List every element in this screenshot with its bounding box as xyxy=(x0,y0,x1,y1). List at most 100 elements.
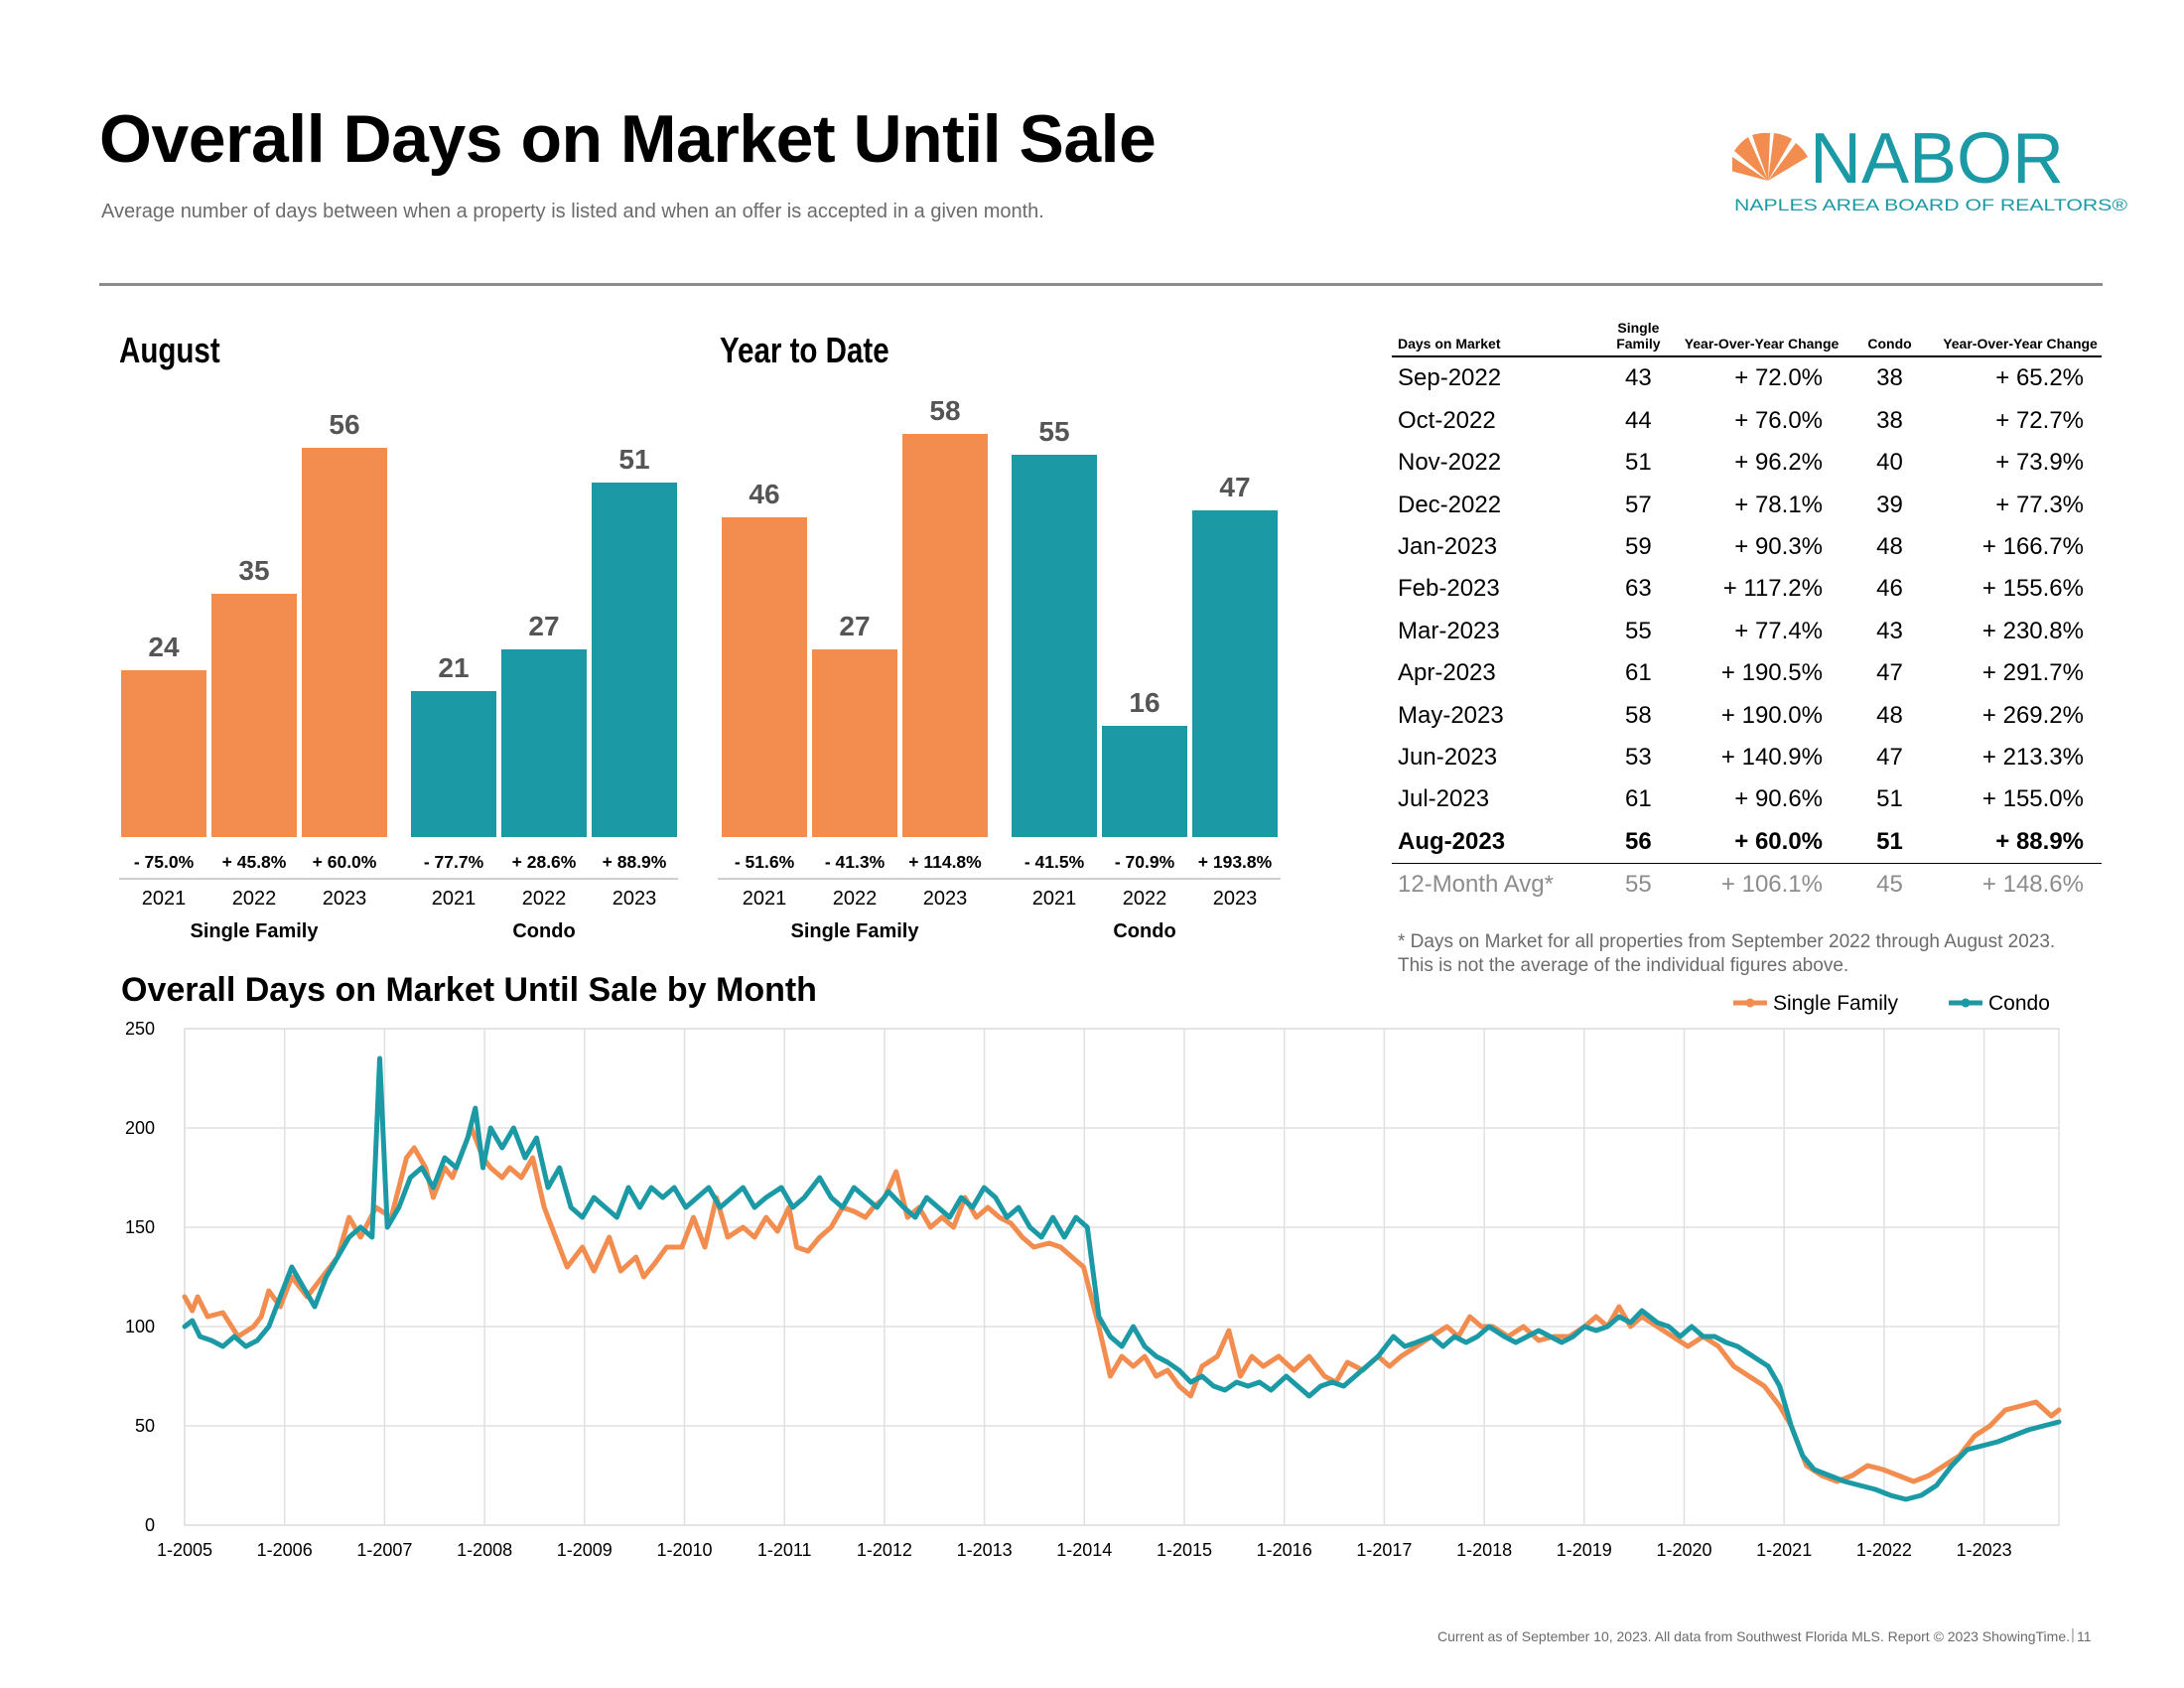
cell-sf-change: + 106.1% xyxy=(1720,871,1823,899)
table-footnote: * Days on Market for all properties from… xyxy=(1398,931,2056,977)
cell-condo-change: + 155.6% xyxy=(1981,575,2084,603)
bar-change-label: - 77.7% xyxy=(424,852,484,872)
bar-year-label: 2021 xyxy=(432,888,477,910)
x-tick-label: 1-2006 xyxy=(257,1540,313,1560)
line-chart-svg: 0 50 100 150 200 250 1-2005 1-2006 1-2007 1-2008 1… xyxy=(125,992,2062,1560)
cell-month: Mar-2023 xyxy=(1398,617,1500,644)
cell-sf: 61 xyxy=(1625,659,1652,687)
cell-sf: 55 xyxy=(1625,617,1652,644)
cell-month: Apr-2023 xyxy=(1398,659,1496,687)
bar-year-label: 2023 xyxy=(323,888,367,910)
bar-year-label: 2021 xyxy=(1032,888,1077,910)
bar-change-label: - 70.9% xyxy=(1115,852,1175,872)
x-tick-label: 1-2023 xyxy=(1957,1540,2012,1560)
bar-group-label: Condo xyxy=(512,920,575,942)
x-tick-label: 1-2014 xyxy=(1056,1540,1112,1560)
table-row: Sep-2022 43 + 72.0% 38 + 65.2% xyxy=(1392,356,2102,399)
x-tick-label: 1-2011 xyxy=(757,1540,812,1560)
series-line xyxy=(182,1055,2062,1502)
bar xyxy=(1012,455,1097,837)
legend-label: Single Family xyxy=(1773,992,1899,1015)
bar-change-label: - 41.3% xyxy=(825,852,886,872)
header-condo-change: Year-Over-Year Change xyxy=(1943,336,2098,352)
cell-sf: 55 xyxy=(1625,871,1652,899)
cell-condo-change: + 148.6% xyxy=(1981,871,2084,899)
cell-month: 12-Month Avg* xyxy=(1398,871,1554,899)
cell-month: Jun-2023 xyxy=(1398,743,1498,771)
bar-value-label: 55 xyxy=(1038,416,1069,447)
bar xyxy=(211,594,297,837)
cell-sf: 57 xyxy=(1625,491,1652,518)
shell-icon: NABOR NAPLES AREA BOARD OF REALTORS® xyxy=(1729,119,2128,214)
cell-condo-change: + 230.8% xyxy=(1981,617,2084,644)
x-tick-label: 1-2008 xyxy=(457,1540,512,1560)
cell-sf-change: + 190.0% xyxy=(1720,701,1823,729)
bar-change-label: + 193.8% xyxy=(1198,852,1273,872)
cell-condo: 51 xyxy=(1876,785,1903,813)
header-single-family: Single Family xyxy=(1616,320,1661,352)
x-tick-label: 1-2016 xyxy=(1257,1540,1312,1560)
cell-condo: 48 xyxy=(1876,532,1903,560)
bar xyxy=(902,434,988,837)
bar-group-label: Condo xyxy=(1113,920,1175,942)
bar xyxy=(592,483,677,837)
bar-value-label: 27 xyxy=(839,611,870,641)
cell-condo: 38 xyxy=(1876,406,1903,434)
nabor-logo: NABOR NAPLES AREA BOARD OF REALTORS® xyxy=(1729,109,2129,218)
cell-sf: 44 xyxy=(1625,406,1652,434)
cell-sf: 58 xyxy=(1625,701,1652,729)
bar-value-label: 16 xyxy=(1129,687,1160,718)
y-tick-label: 150 xyxy=(125,1217,155,1237)
cell-sf-change: + 117.2% xyxy=(1722,575,1823,603)
table-row: May-2023 58 + 190.0% 48 + 269.2% xyxy=(1392,694,2102,736)
bar-year-label: 2022 xyxy=(833,888,878,910)
cell-condo-change: + 291.7% xyxy=(1981,659,2084,687)
footer-text: Current as of September 10, 2023. All da… xyxy=(1436,1628,2070,1644)
y-tick-label: 50 xyxy=(135,1416,155,1436)
table-row: Jan-2023 59 + 90.3% 48 + 166.7% xyxy=(1392,526,2102,568)
cell-condo: 43 xyxy=(1876,617,1903,644)
cell-sf-change: + 77.4% xyxy=(1734,617,1823,644)
bar-group-label: Single Family xyxy=(191,920,320,942)
table-average-row: 12-Month Avg* 55 + 106.1% 45 + 148.6% xyxy=(1392,863,2102,906)
bar xyxy=(1102,726,1187,837)
cell-sf-change: + 72.0% xyxy=(1734,364,1823,392)
bar-change-label: + 60.0% xyxy=(313,852,377,872)
cell-month: Jan-2023 xyxy=(1398,532,1498,560)
header-condo: Condo xyxy=(1867,336,1912,352)
bar-value-label: 46 xyxy=(749,479,779,509)
table-row: Mar-2023 55 + 77.4% 43 + 230.8% xyxy=(1392,611,2102,652)
table-row: Oct-2022 44 + 76.0% 38 + 72.7% xyxy=(1392,400,2102,442)
bar-value-label: 35 xyxy=(238,555,269,586)
cell-condo: 40 xyxy=(1876,449,1903,477)
cell-condo: 48 xyxy=(1876,701,1903,729)
x-tick-label: 1-2009 xyxy=(557,1540,613,1560)
x-tick-label: 1-2007 xyxy=(356,1540,412,1560)
y-tick-label: 200 xyxy=(125,1118,155,1138)
table-row: Feb-2023 63 + 117.2% 46 + 155.6% xyxy=(1392,568,2102,610)
bar-value-label: 51 xyxy=(618,444,649,475)
cell-sf: 51 xyxy=(1625,449,1652,477)
bar-year-label: 2023 xyxy=(613,888,657,910)
cell-condo: 47 xyxy=(1876,659,1903,687)
cell-condo: 47 xyxy=(1876,743,1903,771)
cell-condo: 39 xyxy=(1876,491,1903,518)
series-line xyxy=(182,1125,2062,1484)
cell-month: May-2023 xyxy=(1398,701,1504,729)
cell-sf-change: + 60.0% xyxy=(1734,827,1823,855)
legend-marker xyxy=(1745,998,1755,1008)
cell-condo: 45 xyxy=(1876,871,1903,899)
x-tick-label: 1-2005 xyxy=(157,1540,212,1560)
plot-frame xyxy=(184,1028,2060,1526)
logo-tagline: NAPLES AREA BOARD OF REALTORS® xyxy=(1734,196,2128,214)
bar-year-label: 2023 xyxy=(923,888,968,910)
bar xyxy=(121,670,206,837)
legend-marker xyxy=(1961,998,1971,1008)
x-tick-label: 1-2010 xyxy=(656,1540,712,1560)
bar-value-label: 21 xyxy=(438,652,469,683)
cell-condo: 38 xyxy=(1876,364,1903,392)
cell-sf-change: + 190.5% xyxy=(1720,659,1823,687)
table-row: Jun-2023 53 + 140.9% 47 + 213.3% xyxy=(1392,737,2102,778)
cell-month: Oct-2022 xyxy=(1398,406,1496,434)
